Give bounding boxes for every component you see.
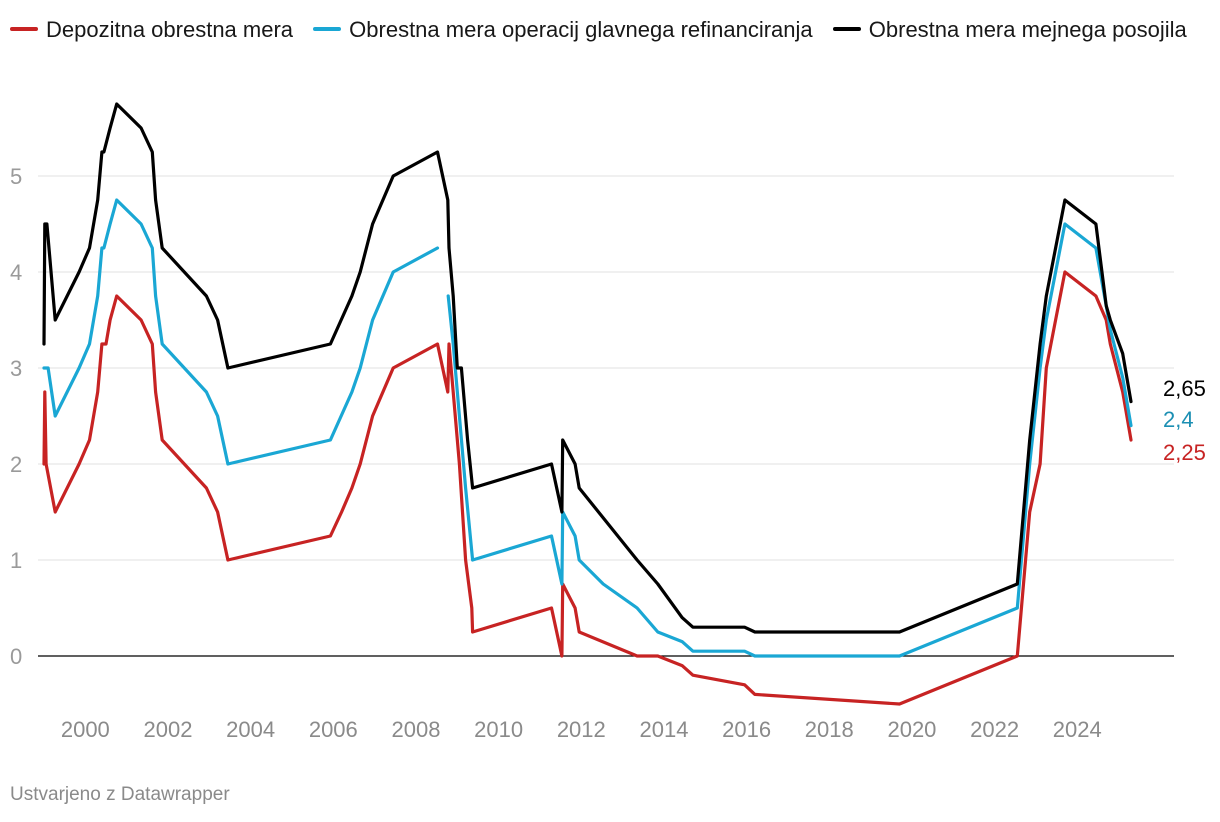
footer-credit: Ustvarjeno z Datawrapper — [10, 784, 230, 805]
y-tick-label: 0 — [10, 644, 22, 669]
y-axis-ticks: 0 1 2 3 4 5 — [10, 164, 22, 669]
x-tick-label: 2020 — [887, 717, 936, 742]
line-marginal-lending-rate — [42, 102, 1133, 634]
legend-label-deposit: Depozitna obrestna mera — [46, 17, 294, 42]
legend-item-marginal: Obrestna mera mejnega posojila — [832, 17, 1187, 42]
x-tick-label: 2016 — [722, 717, 771, 742]
y-tick-label: 4 — [10, 260, 22, 285]
legend-swatch-marginal — [832, 27, 861, 32]
gridlines — [38, 175, 1174, 657]
x-tick-label: 2024 — [1053, 717, 1102, 742]
series-lines — [42, 102, 1133, 706]
x-tick-label: 2018 — [805, 717, 854, 742]
x-tick-label: 2002 — [144, 717, 193, 742]
x-tick-label: 2022 — [970, 717, 1019, 742]
x-tick-label: 2004 — [226, 717, 275, 742]
y-tick-label: 3 — [10, 356, 22, 381]
y-tick-label: 2 — [10, 452, 22, 477]
line-refinancing-rate — [446, 222, 1133, 658]
x-tick-label: 2010 — [474, 717, 523, 742]
line-deposit-rate — [42, 270, 1133, 706]
x-axis-ticks: 2000 2002 2004 2006 2008 2010 2012 2014 2016 2018… — [61, 717, 1102, 742]
x-tick-label: 2006 — [309, 717, 358, 742]
legend-label-refinancing: Obrestna mera operacij glavnega refinanc… — [349, 17, 813, 42]
end-label-refinancing: 2,4 — [1163, 407, 1194, 432]
x-tick-label: 2000 — [61, 717, 110, 742]
legend-item-refinancing: Obrestna mera operacij glavnega refinanc… — [313, 12, 813, 48]
y-tick-label: 1 — [10, 548, 22, 573]
line-refinancing-rate — [42, 198, 440, 466]
end-label-deposit: 2,25 — [1163, 440, 1206, 465]
y-tick-label: 5 — [10, 164, 22, 189]
x-tick-label: 2014 — [639, 717, 688, 742]
x-tick-label: 2012 — [557, 717, 606, 742]
legend-swatch-refinancing — [313, 27, 342, 32]
x-tick-label: 2008 — [392, 717, 441, 742]
end-labels: 2,25 2,4 2,65 — [1163, 376, 1206, 465]
end-label-marginal: 2,65 — [1163, 376, 1206, 401]
legend-item-deposit: Depozitna obrestna mera — [10, 12, 293, 48]
legend-swatch-deposit — [10, 27, 38, 32]
legend-label-marginal: Obrestna mera mejnega posojila — [868, 17, 1187, 42]
legend: Depozitna obrestna mera Obrestna mera op… — [10, 12, 1210, 48]
